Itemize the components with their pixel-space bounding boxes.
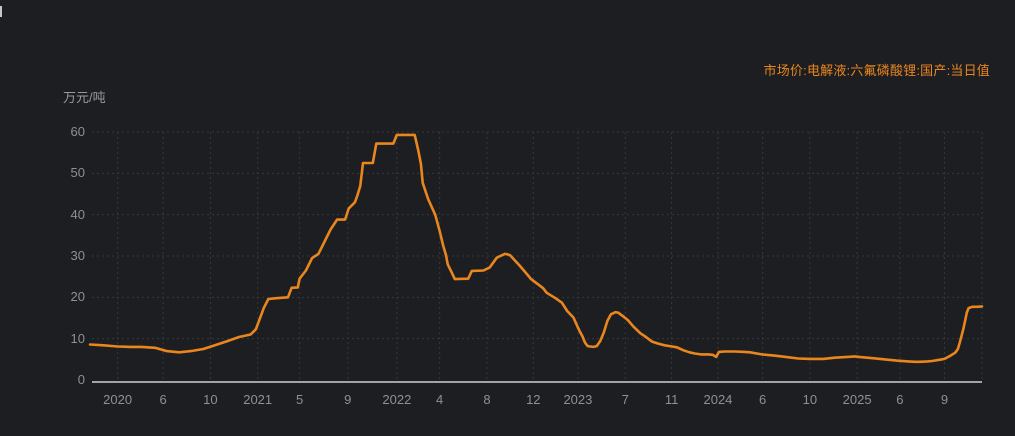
x-tick-label: 2020 bbox=[103, 392, 133, 407]
x-tick-label: 2022 bbox=[382, 392, 412, 407]
x-tick-label: 2024 bbox=[703, 392, 733, 407]
x-tick-label: 2023 bbox=[563, 392, 593, 407]
x-tick-label: 6 bbox=[159, 392, 167, 407]
x-tick-label: 8 bbox=[483, 392, 491, 407]
y-tick-label: 60 bbox=[70, 124, 85, 139]
x-tick-label: 11 bbox=[664, 392, 679, 407]
x-tick-label: 10 bbox=[203, 392, 218, 407]
x-tick-label: 12 bbox=[526, 392, 541, 407]
y-tick-label: 50 bbox=[70, 165, 85, 181]
legend-series-label[interactable]: 市场价:电解液:六氟磷酸锂:国产:当日值 bbox=[763, 63, 990, 78]
x-tick-label: 4 bbox=[436, 392, 444, 407]
y-tick-label: 10 bbox=[70, 330, 85, 346]
price-line bbox=[88, 133, 984, 364]
x-tick-label: 6 bbox=[896, 392, 904, 407]
x-tick-label: 9 bbox=[344, 392, 352, 407]
y-tick-label: 0 bbox=[77, 372, 85, 387]
x-tick-label: 6 bbox=[758, 392, 767, 407]
y-tick-label: 40 bbox=[70, 206, 85, 222]
y-tick-label: 20 bbox=[70, 289, 85, 305]
x-tick-label: 7 bbox=[621, 392, 629, 407]
x-tick-label: 5 bbox=[295, 392, 304, 407]
x-tick-label: 9 bbox=[940, 392, 949, 407]
x-tick-label: 10 bbox=[802, 392, 818, 407]
x-tick-label: 2021 bbox=[243, 392, 273, 407]
screen-edge-artifact bbox=[0, 6, 2, 17]
x-tick-label: 2025 bbox=[842, 392, 872, 407]
y-tick-label: 30 bbox=[70, 248, 85, 263]
y-axis-unit-label: 万元/吨 bbox=[63, 90, 106, 105]
